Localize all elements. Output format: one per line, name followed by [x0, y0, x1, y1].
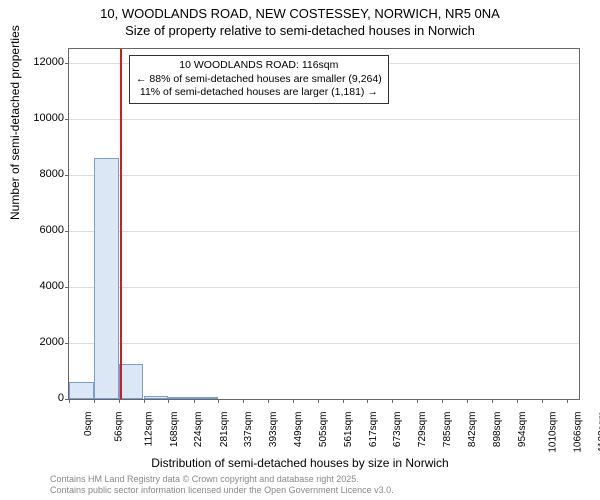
x-tick-mark — [517, 399, 518, 403]
gridline — [69, 175, 579, 176]
x-tick-label: 224sqm — [193, 412, 204, 448]
y-tick-label: 2000 — [40, 336, 64, 348]
annotation-line-1: 10 WOODLANDS ROAD: 116sqm — [136, 59, 382, 73]
x-tick-mark — [268, 399, 269, 403]
annotation-box: 10 WOODLANDS ROAD: 116sqm ← 88% of semi-… — [129, 55, 389, 104]
footer-line-2: Contains public sector information licen… — [50, 485, 394, 496]
x-tick-mark — [243, 399, 244, 403]
x-tick-label: 281sqm — [219, 412, 230, 448]
y-axis-label: Number of semi-detached properties — [8, 25, 22, 220]
x-tick-label: 56sqm — [113, 412, 124, 442]
y-tick-label: 4000 — [40, 280, 64, 292]
title-line-2: Size of property relative to semi-detach… — [0, 23, 600, 40]
x-tick-mark — [492, 399, 493, 403]
x-tick-label: 1066sqm — [572, 412, 583, 453]
x-axis-label: Distribution of semi-detached houses by … — [0, 456, 600, 470]
annotation-line-3: 11% of semi-detached houses are larger (… — [136, 86, 382, 100]
x-tick-label: 337sqm — [244, 412, 255, 448]
x-tick-label: 0sqm — [83, 412, 94, 436]
x-tick-label: 112sqm — [143, 412, 154, 447]
bar — [69, 382, 94, 399]
x-tick-mark — [293, 399, 294, 403]
x-tick-label: 1122sqm — [596, 412, 600, 452]
gridline — [69, 231, 579, 232]
y-tick-label: 12000 — [33, 56, 64, 68]
x-tick-label: 1010sqm — [548, 412, 559, 453]
x-tick-mark — [542, 399, 543, 403]
x-tick-label: 785sqm — [442, 412, 453, 448]
y-tick-label: 8000 — [40, 168, 64, 180]
x-tick-mark — [218, 399, 219, 403]
x-tick-mark — [467, 399, 468, 403]
x-tick-label: 954sqm — [517, 412, 528, 448]
gridline — [69, 343, 579, 344]
title-line-1: 10, WOODLANDS ROAD, NEW COSTESSEY, NORWI… — [0, 6, 600, 23]
x-tick-label: 617sqm — [368, 412, 379, 448]
bar — [194, 397, 219, 399]
x-tick-label: 729sqm — [417, 412, 428, 448]
x-tick-label: 393sqm — [268, 412, 279, 448]
chart-title: 10, WOODLANDS ROAD, NEW COSTESSEY, NORWI… — [0, 0, 600, 40]
bar — [94, 158, 119, 399]
x-tick-mark — [69, 399, 70, 403]
x-tick-mark — [417, 399, 418, 403]
y-tick-mark — [65, 287, 69, 288]
x-tick-mark — [442, 399, 443, 403]
marker-line — [120, 49, 122, 399]
y-tick-label: 0 — [58, 392, 64, 404]
x-tick-mark — [567, 399, 568, 403]
x-tick-mark — [94, 399, 95, 403]
bar — [144, 396, 169, 399]
footer-note: Contains HM Land Registry data © Crown c… — [50, 474, 394, 496]
annotation-line-2: ← 88% of semi-detached houses are smalle… — [136, 73, 382, 87]
y-tick-mark — [65, 175, 69, 176]
plot-area: 10 WOODLANDS ROAD: 116sqm ← 88% of semi-… — [68, 48, 580, 400]
y-tick-mark — [65, 231, 69, 232]
y-tick-mark — [65, 343, 69, 344]
x-tick-mark — [367, 399, 368, 403]
gridline — [69, 119, 579, 120]
footer-line-1: Contains HM Land Registry data © Crown c… — [50, 474, 394, 485]
x-tick-label: 898sqm — [492, 412, 503, 448]
y-tick-mark — [65, 119, 69, 120]
x-tick-mark — [392, 399, 393, 403]
x-tick-label: 505sqm — [318, 412, 329, 448]
x-tick-label: 673sqm — [393, 412, 404, 448]
x-tick-mark — [318, 399, 319, 403]
x-tick-label: 561sqm — [343, 412, 354, 448]
chart-container: 10, WOODLANDS ROAD, NEW COSTESSEY, NORWI… — [0, 0, 600, 500]
bar — [168, 397, 193, 399]
x-tick-label: 449sqm — [293, 412, 304, 448]
x-tick-mark — [168, 399, 169, 403]
y-tick-label: 10000 — [33, 112, 64, 124]
x-tick-mark — [144, 399, 145, 403]
x-tick-mark — [194, 399, 195, 403]
gridline — [69, 287, 579, 288]
x-tick-label: 842sqm — [467, 412, 478, 448]
y-tick-mark — [65, 63, 69, 64]
x-tick-label: 168sqm — [169, 412, 180, 448]
x-tick-mark — [343, 399, 344, 403]
x-tick-mark — [119, 399, 120, 403]
y-tick-label: 6000 — [40, 224, 64, 236]
